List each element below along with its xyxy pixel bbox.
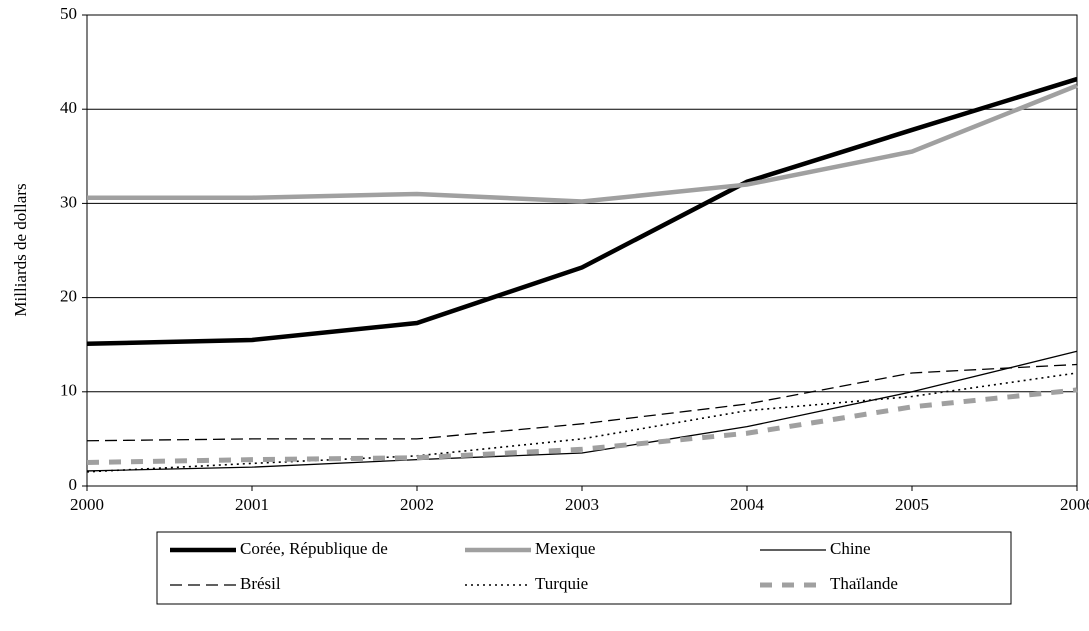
legend-label: Thaïlande	[830, 574, 898, 593]
legend-label: Chine	[830, 539, 871, 558]
x-tick-label: 2005	[895, 495, 929, 514]
y-tick-label: 30	[60, 192, 77, 211]
series-line	[86, 363, 1078, 442]
y-tick-label: 10	[60, 381, 77, 400]
x-tick-label: 2000	[70, 495, 104, 514]
y-axis-label: Milliards de dollars	[11, 183, 30, 316]
series-line	[86, 372, 1078, 473]
legend-label: Turquie	[535, 574, 588, 593]
x-tick-label: 2002	[400, 495, 434, 514]
x-tick-label: 2004	[730, 495, 765, 514]
y-tick-label: 0	[69, 475, 78, 494]
x-tick-label: 2006	[1060, 495, 1089, 514]
series-line	[86, 76, 1078, 347]
x-tick-label: 2001	[235, 495, 269, 514]
legend-box	[156, 531, 1012, 605]
legend-label: Corée, République de	[240, 539, 388, 558]
plot-frame	[86, 14, 1078, 487]
legend-label: Mexique	[535, 539, 595, 558]
series-line	[86, 350, 1078, 472]
series-line	[87, 83, 1078, 204]
y-tick-label: 20	[60, 287, 77, 306]
y-tick-label: 50	[60, 4, 77, 23]
series-line	[86, 387, 1078, 465]
x-tick-label: 2003	[565, 495, 599, 514]
y-tick-label: 40	[60, 98, 77, 117]
legend-label: Brésil	[240, 574, 281, 593]
